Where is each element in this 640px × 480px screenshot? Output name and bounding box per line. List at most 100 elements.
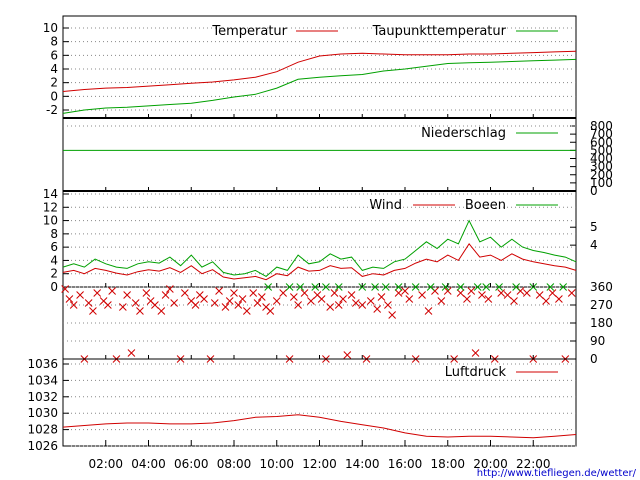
direction-marker [131, 299, 140, 307]
series-line-1 [62, 219, 577, 278]
direction-marker [388, 311, 397, 319]
y-tick-label: 1034 [27, 373, 58, 387]
direction-marker [257, 293, 266, 301]
direction-marker [215, 287, 223, 295]
direction-marker [225, 297, 234, 305]
direction-marker [334, 283, 343, 291]
series-line-0 [62, 414, 577, 439]
direction-marker [104, 301, 112, 309]
direction-marker [542, 297, 550, 305]
direction-marker [84, 299, 93, 307]
series-line-1 [62, 58, 577, 114]
y-tick-label: 0 [50, 89, 58, 103]
y2-tick-label: 600 [590, 135, 613, 149]
direction-marker [118, 303, 127, 311]
y-tick-label: 1032 [27, 390, 58, 404]
direction-marker [384, 301, 392, 309]
direction-marker [264, 283, 273, 291]
y2-tick-label: 300 [590, 160, 613, 174]
legend-label: Niederschlag [421, 126, 506, 141]
direction-marker [503, 291, 512, 299]
direction-marker [266, 307, 275, 315]
direction-marker [567, 289, 576, 297]
direction-marker [424, 307, 433, 315]
legend-label: Wind [369, 198, 402, 213]
y-tick-label: 4 [50, 62, 58, 76]
y-tick-label: 10 [43, 214, 58, 228]
direction-marker [418, 291, 426, 299]
direction-marker [482, 283, 491, 291]
direction-marker [394, 289, 403, 297]
y-tick-label: 4 [50, 253, 58, 267]
x-tick-label: 02:00 [88, 457, 123, 471]
y-tick-label: 1036 [27, 357, 58, 371]
y2-tick-label: 4 [590, 238, 598, 252]
direction-marker [142, 289, 151, 297]
direction-marker [437, 297, 446, 305]
legend-label: Taupunkttemperatur [372, 24, 507, 39]
direction-marker [555, 295, 563, 303]
direction-marker [289, 293, 298, 301]
direction-marker [294, 301, 302, 309]
direction-marker [253, 299, 262, 307]
y2-tick-label: 360 [590, 280, 613, 294]
direction-marker [221, 303, 230, 311]
direction-marker [166, 285, 174, 293]
y-tick-label: 2 [50, 267, 58, 281]
x-tick-label: 10:00 [259, 457, 294, 471]
y-tick-label: 0 [50, 280, 58, 294]
direction-marker [484, 295, 493, 303]
direction-marker [161, 291, 170, 299]
series-line-0 [62, 50, 577, 92]
direction-marker [330, 289, 339, 297]
direction-marker [279, 289, 288, 297]
y-tick-label: 12 [43, 200, 58, 214]
direction-marker [510, 297, 518, 305]
direction-marker [512, 283, 521, 291]
direction-marker [497, 289, 506, 297]
source-url[interactable]: http://www.tiefliegen.de/wetter/ [477, 468, 637, 479]
direction-marker [426, 283, 435, 291]
direction-marker [471, 349, 480, 357]
direction-marker [200, 295, 208, 303]
direction-marker [180, 289, 189, 297]
direction-marker [522, 289, 531, 297]
direction-marker [351, 299, 360, 307]
direction-marker [394, 283, 403, 291]
x-tick-label: 14:00 [345, 457, 380, 471]
series-line-0 [62, 242, 577, 281]
x-tick-label: 08:00 [217, 457, 252, 471]
y-tick-label: 1028 [27, 423, 58, 437]
y-tick-label: 1030 [27, 406, 58, 420]
direction-marker [473, 283, 482, 291]
direction-marker [381, 283, 390, 291]
x-tick-label: 22:00 [516, 457, 551, 471]
direction-marker [317, 295, 326, 303]
y-tick-label: 10 [43, 21, 58, 35]
legend-label: Temperatur [211, 24, 287, 39]
direction-marker [93, 289, 102, 297]
direction-marker [311, 283, 320, 291]
direction-marker [285, 283, 294, 291]
direction-marker [443, 287, 452, 295]
direction-marker [478, 291, 486, 299]
direction-marker [326, 303, 335, 311]
direction-marker [191, 301, 200, 309]
direction-marker [89, 307, 97, 315]
direction-marker [401, 287, 409, 295]
direction-marker [210, 299, 219, 307]
y2-tick-label: 500 [590, 143, 613, 157]
direction-marker [371, 283, 379, 291]
y2-tick-label: 100 [590, 176, 613, 190]
direction-marker [456, 283, 465, 291]
direction-marker [347, 291, 356, 299]
direction-marker [456, 289, 465, 297]
y-tick-label: 2 [50, 76, 58, 90]
x-tick-label: 20:00 [473, 457, 508, 471]
direction-marker [170, 299, 179, 307]
direction-marker [65, 295, 74, 303]
